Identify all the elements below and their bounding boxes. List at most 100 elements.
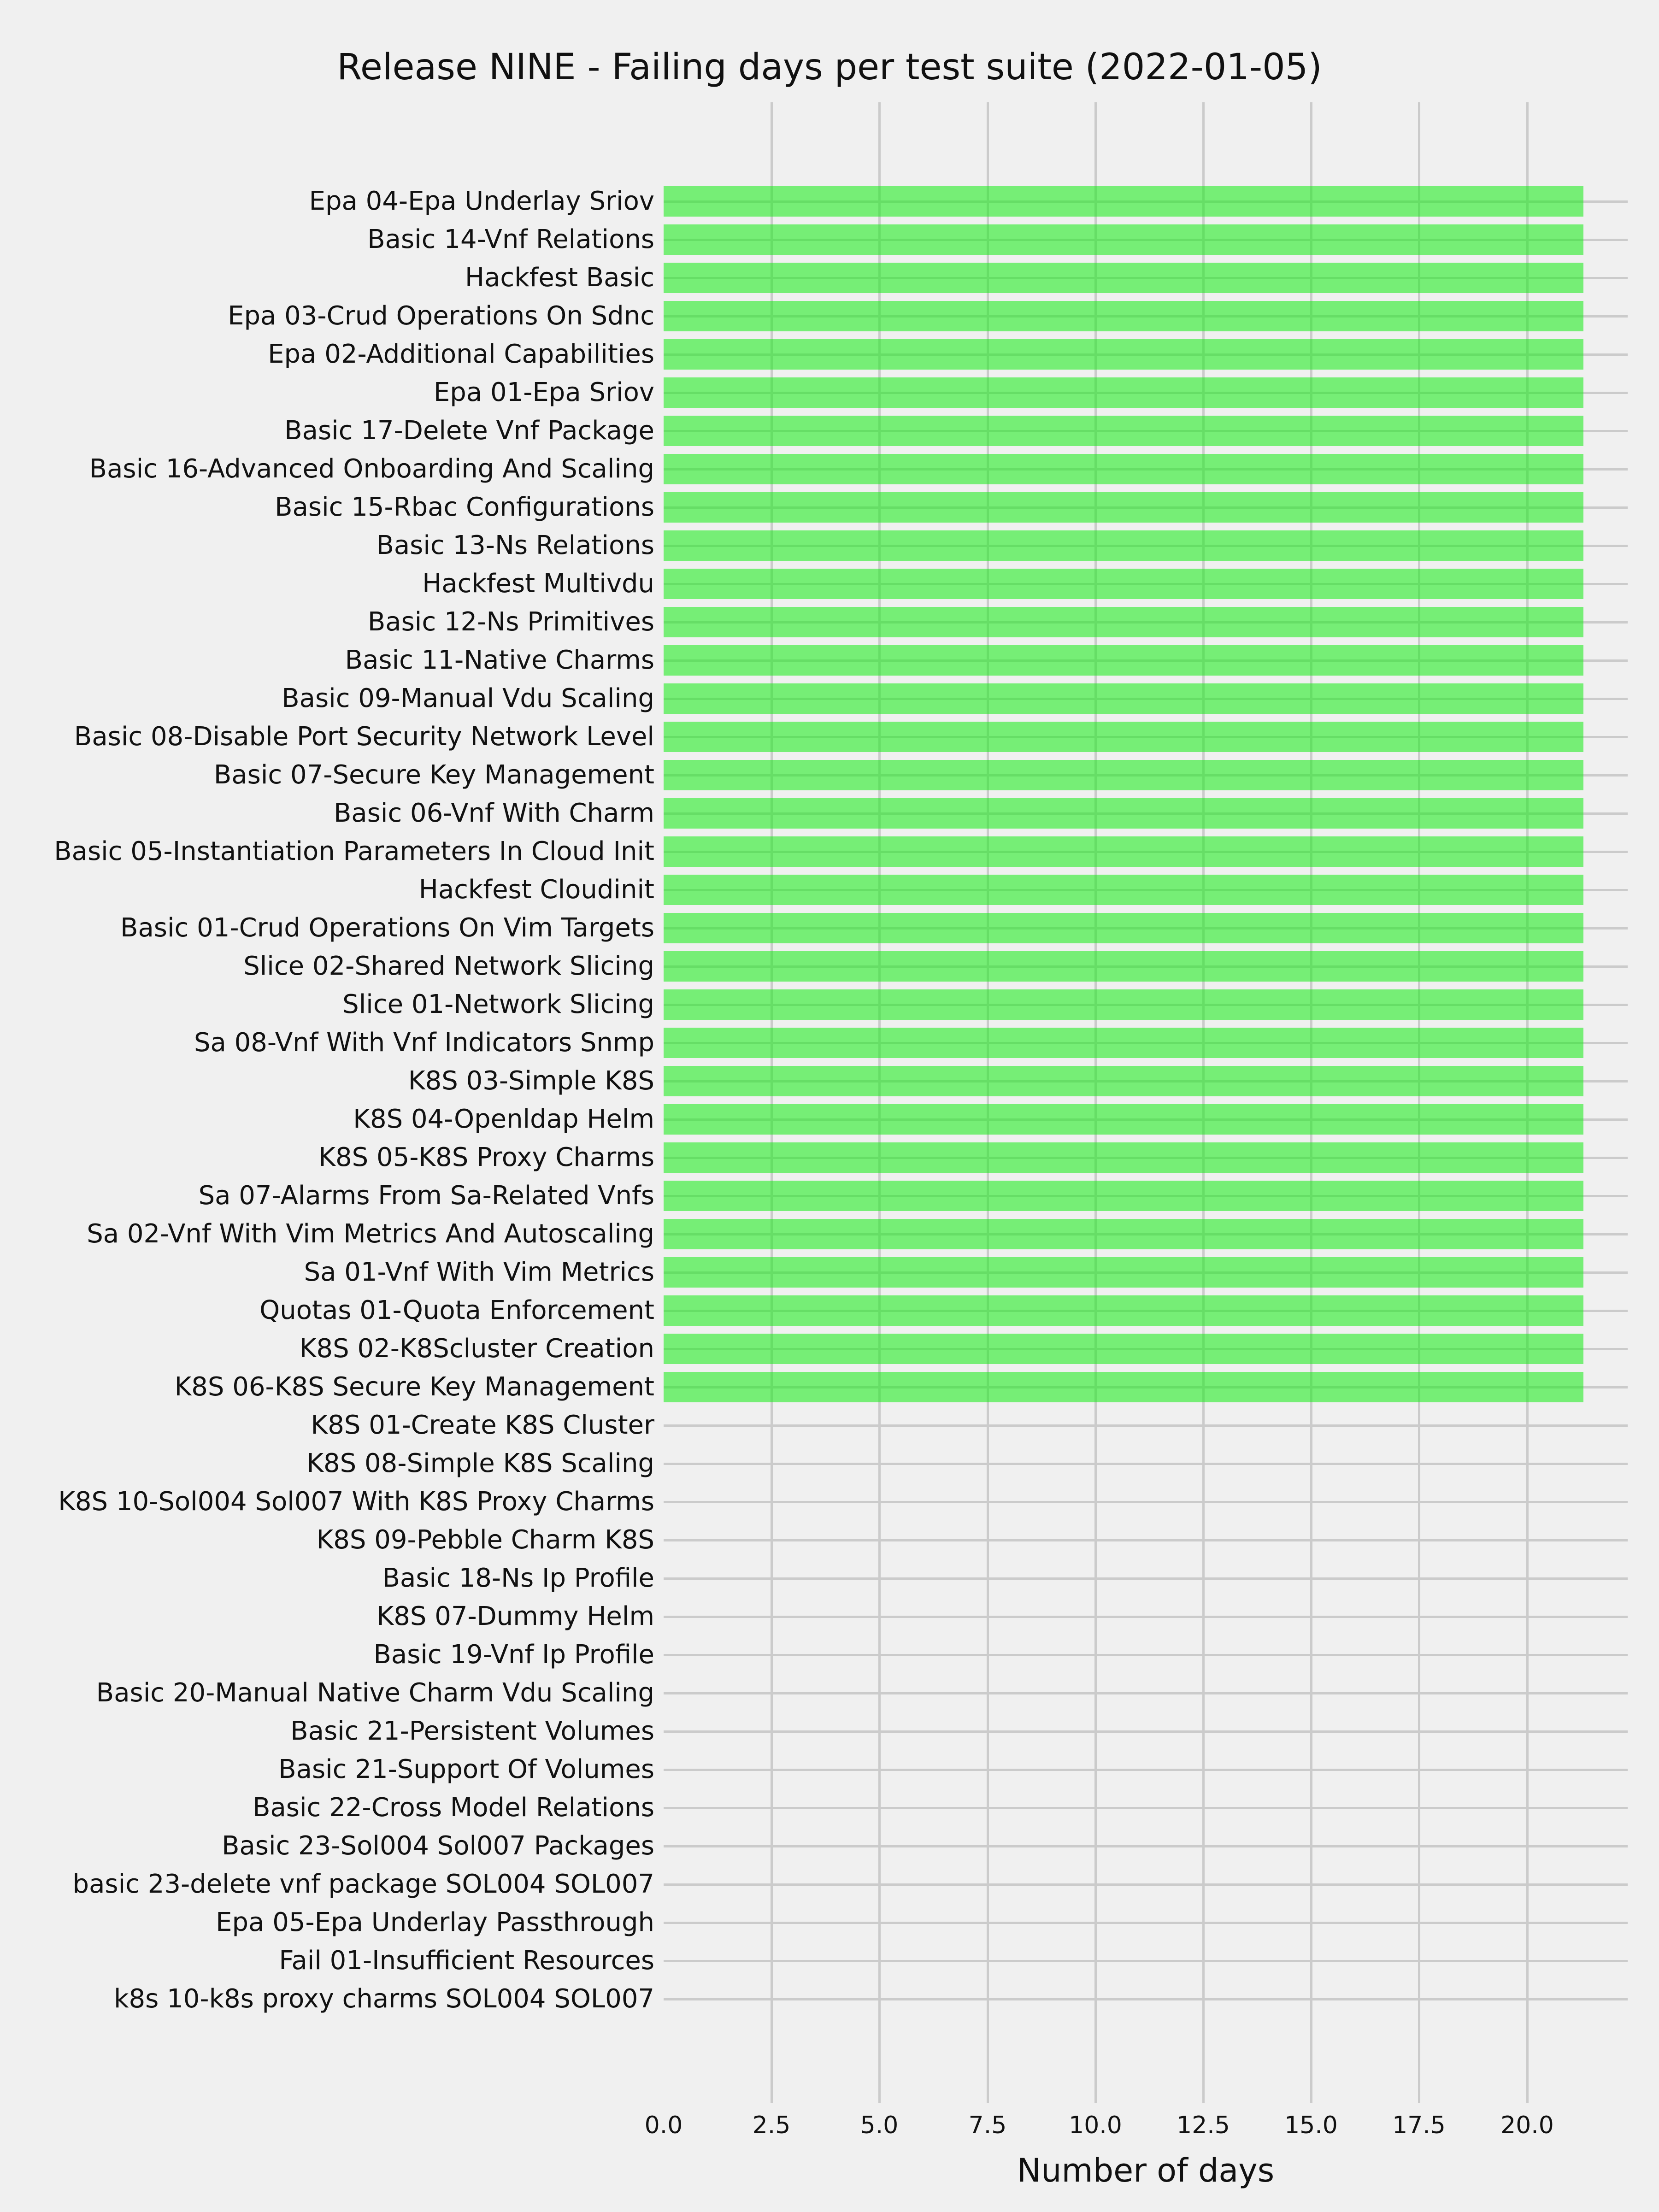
gridline-vertical <box>1310 102 1312 2103</box>
y-tick-label: K8S 07-Dummy Helm <box>377 1601 655 1631</box>
x-axis-title: Number of days <box>1017 2152 1275 2189</box>
bar <box>664 263 1583 293</box>
y-tick-label: Basic 20-Manual Native Charm Vdu Scaling <box>96 1678 654 1708</box>
y-tick-label: Slice 02-Shared Network Slicing <box>243 951 654 981</box>
y-tick-label: Hackfest Multivdu <box>422 569 654 599</box>
bar <box>664 913 1583 943</box>
x-tick-label: 7.5 <box>968 2112 1007 2139</box>
y-tick-label: Basic 08-Disable Port Security Network L… <box>74 722 654 752</box>
x-tick-label: 17.5 <box>1392 2112 1446 2139</box>
gridline-horizontal <box>664 1769 1628 1771</box>
y-tick-label: Basic 12-Ns Primitives <box>367 607 654 637</box>
y-tick-label: Basic 05-Instantiation Parameters In Clo… <box>54 836 654 866</box>
y-tick-label: Sa 07-Alarms From Sa-Related Vnfs <box>198 1181 654 1211</box>
bar <box>664 224 1583 255</box>
y-tick-label: K8S 04-Openldap Helm <box>353 1104 654 1134</box>
y-tick-label: K8S 09-Pebble Charm K8S <box>316 1525 655 1555</box>
y-tick-label: Basic 15-Rbac Configurations <box>275 492 654 522</box>
gridline-horizontal <box>664 1922 1628 1924</box>
gridline-horizontal <box>664 1730 1628 1733</box>
x-tick-label: 20.0 <box>1500 2112 1554 2139</box>
bar <box>664 377 1583 408</box>
plot-area <box>664 102 1628 2103</box>
gridline-horizontal <box>664 1424 1628 1427</box>
gridline-vertical <box>878 102 881 2103</box>
y-tick-label: Hackfest Basic <box>465 263 654 293</box>
chart-title: Release NINE - Failing days per test sui… <box>337 47 1322 88</box>
bar <box>664 798 1583 829</box>
bar <box>664 645 1583 676</box>
bar <box>664 569 1583 599</box>
bar <box>664 722 1583 752</box>
y-tick-label: Sa 02-Vnf With Vim Metrics And Autoscali… <box>87 1219 654 1249</box>
y-tick-label: Basic 23-Sol004 Sol007 Packages <box>222 1831 654 1861</box>
bar <box>664 836 1583 867</box>
y-tick-label: Slice 01-Network Slicing <box>342 989 654 1019</box>
gridline-horizontal <box>664 1998 1628 2000</box>
x-tick-label: 2.5 <box>752 2112 791 2139</box>
y-tick-label: Basic 11-Native Charms <box>345 645 654 675</box>
gridline-vertical <box>987 102 989 2103</box>
y-tick-label: K8S 08-Simple K8S Scaling <box>306 1448 654 1478</box>
y-tick-label: Basic 06-Vnf With Charm <box>333 798 654 828</box>
y-tick-label: Basic 19-Vnf Ip Profile <box>373 1640 654 1670</box>
y-tick-label: Basic 01-Crud Operations On Vim Targets <box>120 913 654 943</box>
bar <box>664 492 1583 523</box>
y-tick-label: basic 23-delete vnf package SOL004 SOL00… <box>72 1869 654 1899</box>
y-tick-label: Basic 18-Ns Ip Profile <box>382 1563 654 1593</box>
gridline-horizontal <box>664 1577 1628 1580</box>
bar <box>664 530 1583 561</box>
bar <box>664 1028 1583 1058</box>
gridline-vertical <box>1094 102 1097 2103</box>
bar <box>664 1295 1583 1326</box>
y-tick-label: Sa 08-Vnf With Vnf Indicators Snmp <box>194 1028 654 1058</box>
gridline-horizontal <box>664 1807 1628 1809</box>
bar <box>664 301 1583 331</box>
gridline-vertical <box>1418 102 1420 2103</box>
y-tick-label: K8S 05-K8S Proxy Charms <box>318 1142 654 1172</box>
bar <box>664 454 1583 484</box>
gridline-horizontal <box>664 1616 1628 1618</box>
bar <box>664 1142 1583 1173</box>
y-tick-label: K8S 10-Sol004 Sol007 With K8S Proxy Char… <box>58 1487 654 1517</box>
y-tick-label: K8S 02-K8Scluster Creation <box>299 1334 654 1364</box>
y-tick-label: K8S 06-K8S Secure Key Management <box>174 1372 654 1402</box>
gridline-vertical <box>1526 102 1529 2103</box>
bar <box>664 989 1583 1020</box>
gridline-horizontal <box>664 1692 1628 1694</box>
y-tick-label: Basic 21-Persistent Volumes <box>290 1716 654 1746</box>
y-tick-label: Epa 04-Epa Underlay Sriov <box>309 186 654 216</box>
gridline-horizontal <box>664 1539 1628 1541</box>
y-tick-label: Basic 13-Ns Relations <box>376 530 654 560</box>
x-tick-label: 0.0 <box>644 2112 683 2139</box>
gridline-horizontal <box>664 1463 1628 1465</box>
y-tick-label: K8S 03-Simple K8S <box>408 1066 654 1096</box>
y-tick-label: Quotas 01-Quota Enforcement <box>259 1295 654 1325</box>
gridline-vertical <box>1202 102 1205 2103</box>
bar <box>664 1181 1583 1211</box>
y-tick-label: K8S 01-Create K8S Cluster <box>311 1410 655 1440</box>
bar <box>664 683 1583 714</box>
bar <box>664 1257 1583 1288</box>
x-tick-label: 5.0 <box>860 2112 899 2139</box>
y-tick-label: Epa 01-Epa Sriov <box>433 377 654 407</box>
gridline-horizontal <box>664 1654 1628 1656</box>
bar <box>664 951 1583 982</box>
y-tick-label: Hackfest Cloudinit <box>418 875 654 905</box>
gridline-horizontal <box>664 1883 1628 1886</box>
bar <box>664 186 1583 217</box>
bar <box>664 416 1583 446</box>
y-tick-label: Epa 05-Epa Underlay Passthrough <box>216 1907 654 1937</box>
bar <box>664 1104 1583 1135</box>
bar <box>664 607 1583 637</box>
bar <box>664 1066 1583 1096</box>
bar <box>664 1372 1583 1402</box>
y-tick-label: Basic 14-Vnf Relations <box>367 224 654 254</box>
bar <box>664 875 1583 905</box>
x-tick-label: 15.0 <box>1284 2112 1338 2139</box>
gridline-vertical <box>771 102 773 2103</box>
y-tick-label: Basic 22-Cross Model Relations <box>253 1793 654 1823</box>
y-tick-label: Sa 01-Vnf With Vim Metrics <box>304 1257 654 1287</box>
bar <box>664 1334 1583 1364</box>
